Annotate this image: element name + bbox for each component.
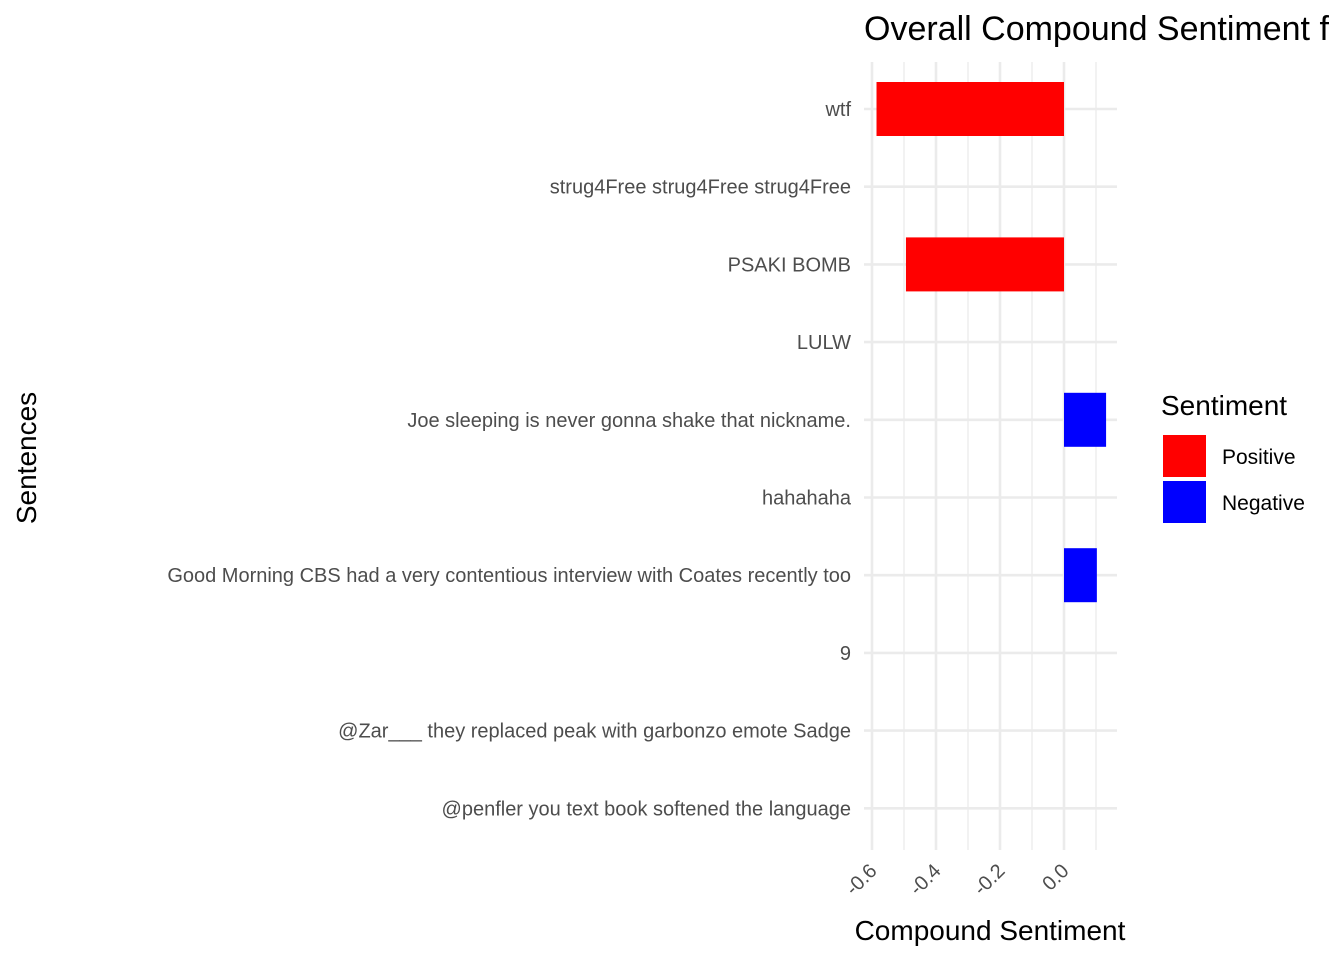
- bar-7: [1064, 548, 1097, 603]
- x-tick-label: -0.6: [842, 860, 882, 900]
- chart-title: Overall Compound Sentiment f: [864, 10, 1329, 48]
- x-axis-tick-labels: -0.6 -0.4 -0.2 0.0: [842, 860, 1074, 900]
- category-label: PSAKI BOMB: [728, 254, 851, 276]
- y-axis-title: Sentences: [11, 392, 42, 524]
- x-tick-label: -0.2: [970, 860, 1010, 900]
- x-tick-label: -0.4: [906, 860, 946, 900]
- x-axis-title: Compound Sentiment: [855, 915, 1126, 946]
- category-label: strug4Free strug4Free strug4Free: [550, 177, 851, 199]
- bars: [876, 82, 1107, 603]
- x-tick-label: 0.0: [1038, 860, 1073, 895]
- category-label: wtf: [824, 99, 851, 121]
- grid-lines: [864, 62, 1117, 850]
- legend-label-negative: Negative: [1222, 492, 1305, 515]
- category-label: @Zar___ they replaced peak with garbonzo…: [338, 721, 851, 743]
- legend-swatch-positive: [1163, 435, 1206, 477]
- category-label: @penfler you text book softened the lang…: [442, 798, 851, 820]
- legend-label-positive: Positive: [1222, 446, 1296, 469]
- legend-title: Sentiment: [1161, 390, 1287, 421]
- category-label: LULW: [797, 332, 851, 354]
- bar-1: [876, 82, 1064, 136]
- bar-5: [1064, 392, 1107, 447]
- category-label: hahahaha: [762, 488, 852, 510]
- y-axis-category-labels: wtf strug4Free strug4Free strug4Free PSAKI…: [167, 99, 852, 820]
- legend: Sentiment Positive Negative: [1161, 390, 1305, 523]
- legend-swatch-negative: [1163, 481, 1206, 523]
- bar-3: [905, 237, 1064, 292]
- category-label: 9: [840, 643, 851, 665]
- category-label: Joe sleeping is never gonna shake that n…: [407, 410, 851, 432]
- category-label: Good Morning CBS had a very contentious …: [167, 565, 851, 587]
